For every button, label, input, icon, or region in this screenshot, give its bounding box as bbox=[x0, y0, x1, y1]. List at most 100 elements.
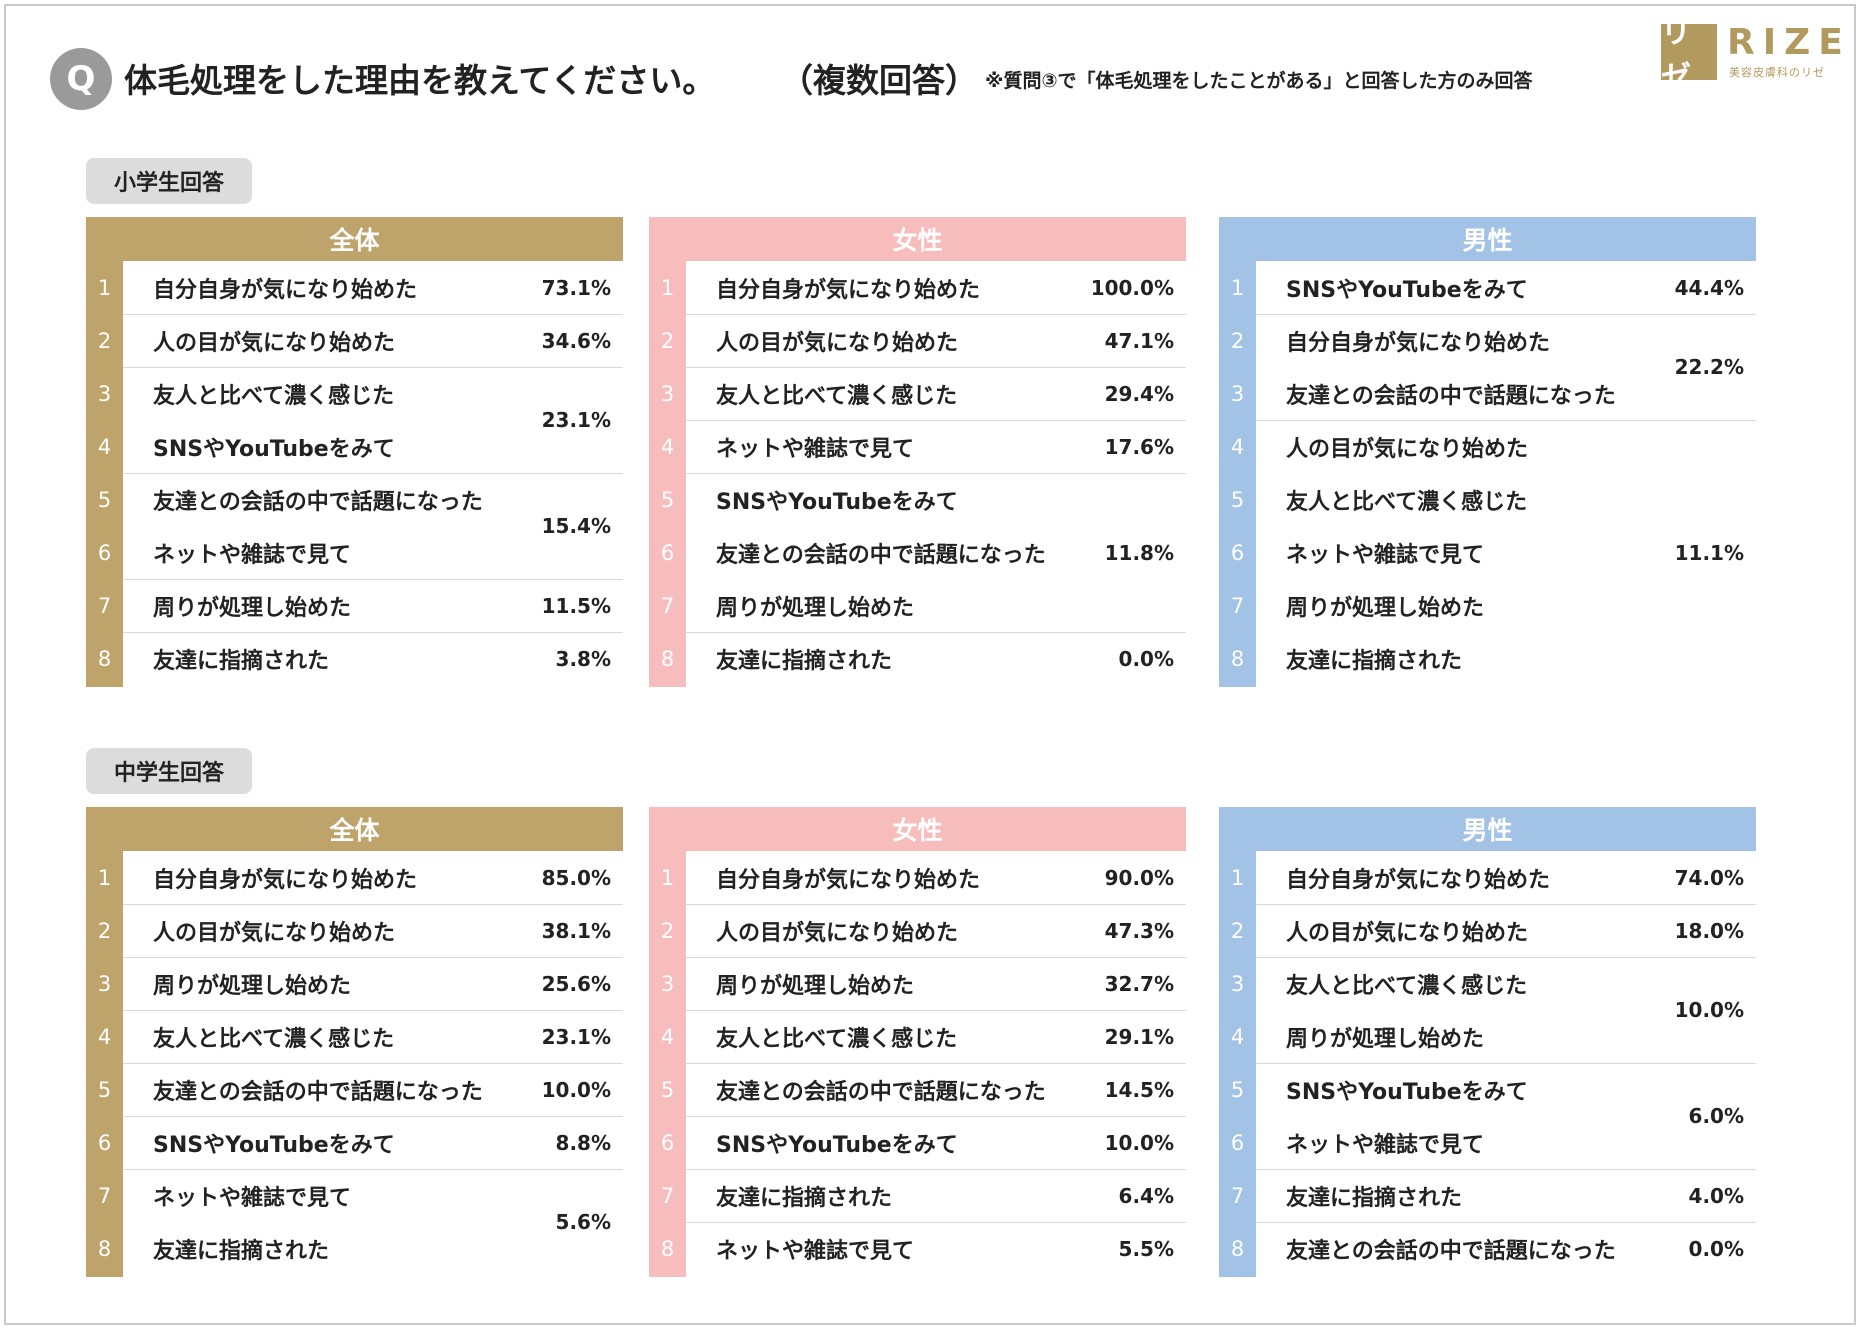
ranking-group: SNSやYouTubeをみて 10.0% bbox=[686, 1116, 1186, 1170]
percentage-value: 10.0% bbox=[1104, 1130, 1174, 1155]
rank-number: 1 bbox=[660, 865, 675, 890]
ranking-group: SNSやYouTubeをみて ネットや雑誌で見て 6.0% bbox=[1256, 1063, 1756, 1170]
ranking-group: 人の目が気になり始めた 47.3% bbox=[686, 904, 1186, 958]
percentage-value: 47.1% bbox=[1104, 328, 1174, 353]
reason-text: ネットや雑誌で見て bbox=[716, 436, 915, 462]
rank-number: 5 bbox=[1230, 1077, 1245, 1102]
rank-number: 7 bbox=[660, 1183, 675, 1208]
ranking-group: 人の目が気になり始めた 38.1% bbox=[123, 904, 623, 958]
section-label-elementary: 小学生回答 bbox=[86, 158, 252, 204]
ranking-group: 友達に指摘された 4.0% bbox=[1256, 1169, 1756, 1223]
percentage-value: 14.5% bbox=[1104, 1077, 1174, 1102]
rank-number: 3 bbox=[660, 381, 675, 406]
rank-number: 7 bbox=[1230, 593, 1245, 618]
reason-text: SNSやYouTubeをみて bbox=[716, 489, 958, 515]
reason-text: 自分自身が気になり始めた bbox=[716, 277, 981, 303]
panel-junior-high-all: 全体 1 2 3 4 5 6 7 8 自分自身が気になり始めた 85.0% 人の目が気になり始めた 38… bbox=[86, 807, 623, 1277]
rank-number: 8 bbox=[97, 1236, 112, 1261]
percentage-value: 5.6% bbox=[555, 1210, 611, 1234]
reason-text: 友達に指摘された bbox=[153, 1238, 330, 1264]
ranking-group: SNSやYouTubeをみて 友達との会話の中で話題になった 周りが処理し始めた 11… bbox=[686, 473, 1186, 633]
ranking-group: 周りが処理し始めた 32.7% bbox=[686, 957, 1186, 1011]
reason-text: 友人と比べて濃く感じた bbox=[716, 383, 958, 409]
reason-text: 友達との会話の中で話題になった bbox=[1286, 1238, 1616, 1264]
reason-text: 周りが処理し始めた bbox=[716, 973, 915, 999]
panel-junior-high-male: 男性 1 2 3 4 5 6 7 8 自分自身が気になり始めた 74.0% 人の目が気になり始めた 18… bbox=[1219, 807, 1756, 1277]
reason-text: 友人と比べて濃く感じた bbox=[1286, 489, 1528, 515]
percentage-value: 11.1% bbox=[1674, 540, 1744, 565]
ranking-group: 友人と比べて濃く感じた 29.4% bbox=[686, 367, 1186, 421]
rank-number: 3 bbox=[660, 971, 675, 996]
reason-text: ネットや雑誌で見て bbox=[1286, 542, 1485, 568]
reason-text: 人の目が気になり始めた bbox=[153, 920, 396, 946]
rank-number: 1 bbox=[1230, 275, 1245, 300]
panel-junior-high-female: 女性 1 2 3 4 5 6 7 8 自分自身が気になり始めた 90.0% 人の目が気になり始めた 47… bbox=[649, 807, 1186, 1277]
reason-text: 友達との会話の中で話題になった bbox=[153, 489, 483, 515]
rank-number: 8 bbox=[660, 1236, 675, 1261]
question-badge: Q bbox=[50, 48, 112, 110]
logo-tagline: 美容皮膚科のリゼ bbox=[1729, 66, 1825, 79]
ranking-group: 自分自身が気になり始めた 73.1% bbox=[123, 261, 623, 315]
question-header: Q 体毛処理をした理由を教えてください。 （複数回答） ※質問③で「体毛処理をし… bbox=[50, 44, 1630, 110]
rank-number: 6 bbox=[1230, 1130, 1245, 1155]
reason-text: 友達に指摘された bbox=[1286, 648, 1463, 674]
rank-number: 4 bbox=[1230, 434, 1245, 459]
reason-text: 友達との会話の中で話題になった bbox=[153, 1079, 483, 1105]
percentage-value: 10.0% bbox=[541, 1077, 611, 1102]
rank-strip: 1 2 3 4 5 6 7 8 bbox=[86, 261, 123, 687]
ranking-list: 1 2 3 4 5 6 7 8 自分自身が気になり始めた 100.0% 人の目が気になり始めた 47.… bbox=[649, 261, 1186, 687]
reason-text: 友達との会話の中で話題になった bbox=[1286, 383, 1616, 409]
percentage-value: 74.0% bbox=[1674, 865, 1744, 890]
reason-text: 友達に指摘された bbox=[716, 648, 893, 674]
ranking-group: 人の目が気になり始めた 18.0% bbox=[1256, 904, 1756, 958]
ranking-list: 1 2 3 4 5 6 7 8 自分自身が気になり始めた 74.0% 人の目が気になり始めた 18.0… bbox=[1219, 851, 1756, 1277]
ranking-group: 周りが処理し始めた 25.6% bbox=[123, 957, 623, 1011]
percentage-value: 6.4% bbox=[1118, 1183, 1174, 1208]
rank-number: 8 bbox=[1230, 1236, 1245, 1261]
question-note: ※質問③で「体毛処理をしたことがある」と回答した方のみ回答 bbox=[985, 70, 1533, 92]
rank-strip: 1 2 3 4 5 6 7 8 bbox=[649, 261, 686, 687]
rank-number: 3 bbox=[97, 381, 112, 406]
ranking-list: 1 2 3 4 5 6 7 8 自分自身が気になり始めた 73.1% 人の目が気になり始めた 34.6… bbox=[86, 261, 623, 687]
panel-title: 全体 bbox=[86, 217, 623, 261]
reason-text: 友達との会話の中で話題になった bbox=[716, 1079, 1046, 1105]
rank-number: 7 bbox=[97, 593, 112, 618]
percentage-value: 44.4% bbox=[1674, 275, 1744, 300]
rank-number: 2 bbox=[660, 918, 675, 943]
reason-text: 周りが処理し始めた bbox=[1286, 595, 1485, 621]
reason-text: 友人と比べて濃く感じた bbox=[1286, 973, 1528, 999]
ranking-group: 自分自身が気になり始めた 74.0% bbox=[1256, 851, 1756, 905]
reason-text: 自分自身が気になり始めた bbox=[1286, 867, 1551, 893]
percentage-value: 15.4% bbox=[541, 514, 611, 538]
rank-number: 1 bbox=[1230, 865, 1245, 890]
ranking-group: SNSやYouTubeをみて 44.4% bbox=[1256, 261, 1756, 315]
ranking-group: 人の目が気になり始めた 34.6% bbox=[123, 314, 623, 368]
reason-text: 友達に指摘された bbox=[716, 1185, 893, 1211]
ranking-group: 友達との会話の中で話題になった 0.0% bbox=[1256, 1222, 1756, 1275]
percentage-value: 18.0% bbox=[1674, 918, 1744, 943]
ranking-group: ネットや雑誌で見て 5.5% bbox=[686, 1222, 1186, 1275]
reason-text: 人の目が気になり始めた bbox=[1286, 920, 1529, 946]
rank-number: 7 bbox=[660, 593, 675, 618]
reason-text: 人の目が気になり始めた bbox=[716, 330, 959, 356]
section-label-junior-high: 中学生回答 bbox=[86, 748, 252, 794]
rank-strip: 1 2 3 4 5 6 7 8 bbox=[649, 851, 686, 1277]
rank-number: 2 bbox=[1230, 328, 1245, 353]
reason-text: SNSやYouTubeをみて bbox=[1286, 1079, 1528, 1105]
percentage-value: 5.5% bbox=[1118, 1236, 1174, 1261]
reason-text: SNSやYouTubeをみて bbox=[153, 1132, 395, 1158]
rank-number: 2 bbox=[1230, 918, 1245, 943]
ranking-list: 1 2 3 4 5 6 7 8 自分自身が気になり始めた 85.0% 人の目が気になり始めた 38.1… bbox=[86, 851, 623, 1277]
percentage-value: 11.5% bbox=[541, 593, 611, 618]
percentage-value: 100.0% bbox=[1090, 275, 1174, 300]
percentage-value: 3.8% bbox=[555, 646, 611, 671]
reason-text: 友人と比べて濃く感じた bbox=[716, 1026, 958, 1052]
ranking-group: 友人と比べて濃く感じた SNSやYouTubeをみて 23.1% bbox=[123, 367, 623, 474]
percentage-value: 25.6% bbox=[541, 971, 611, 996]
percentage-value: 8.8% bbox=[555, 1130, 611, 1155]
ranking-group: 友達に指摘された 6.4% bbox=[686, 1169, 1186, 1223]
rank-number: 3 bbox=[1230, 381, 1245, 406]
reason-text: 人の目が気になり始めた bbox=[716, 920, 959, 946]
rank-number: 6 bbox=[97, 540, 112, 565]
ranking-group: 友達に指摘された 3.8% bbox=[123, 632, 623, 685]
